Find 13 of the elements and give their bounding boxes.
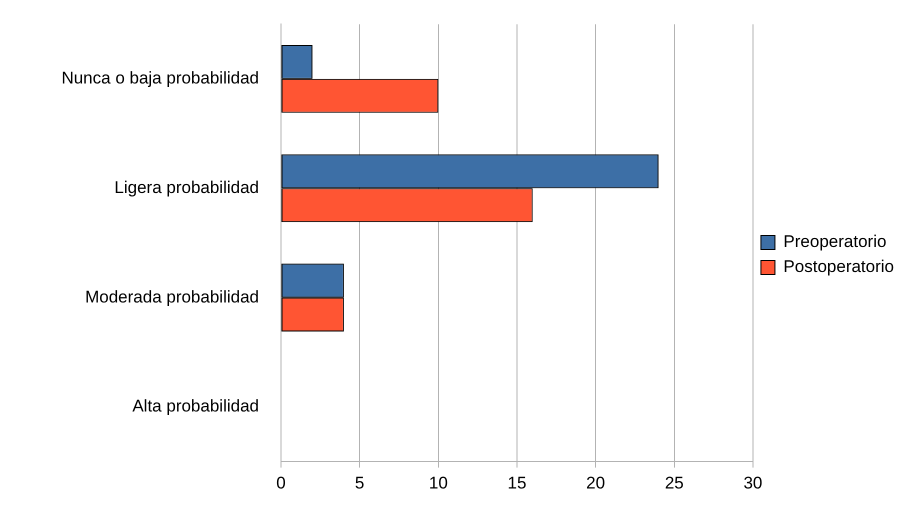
- y-tick-label: Alta probabilidad: [132, 396, 259, 416]
- legend-label: Preoperatorio: [783, 232, 886, 252]
- legend-label: Postoperatorio: [783, 257, 894, 276]
- x-tick-label: 30: [743, 473, 762, 492]
- x-tick-label: 5: [354, 473, 364, 492]
- x-tick-label: 15: [508, 473, 526, 492]
- y-tick-label: Nunca o baja probabilidad: [61, 68, 259, 88]
- x-tick-label: 0: [276, 473, 286, 492]
- x-tick-label: 25: [664, 473, 684, 492]
- y-tick-label: Moderada probabilidad: [85, 287, 259, 306]
- y-tick-label: Ligera probabilidad: [114, 178, 259, 197]
- x-tick-label: 20: [586, 473, 606, 492]
- x-tick-label: 10: [428, 473, 448, 492]
